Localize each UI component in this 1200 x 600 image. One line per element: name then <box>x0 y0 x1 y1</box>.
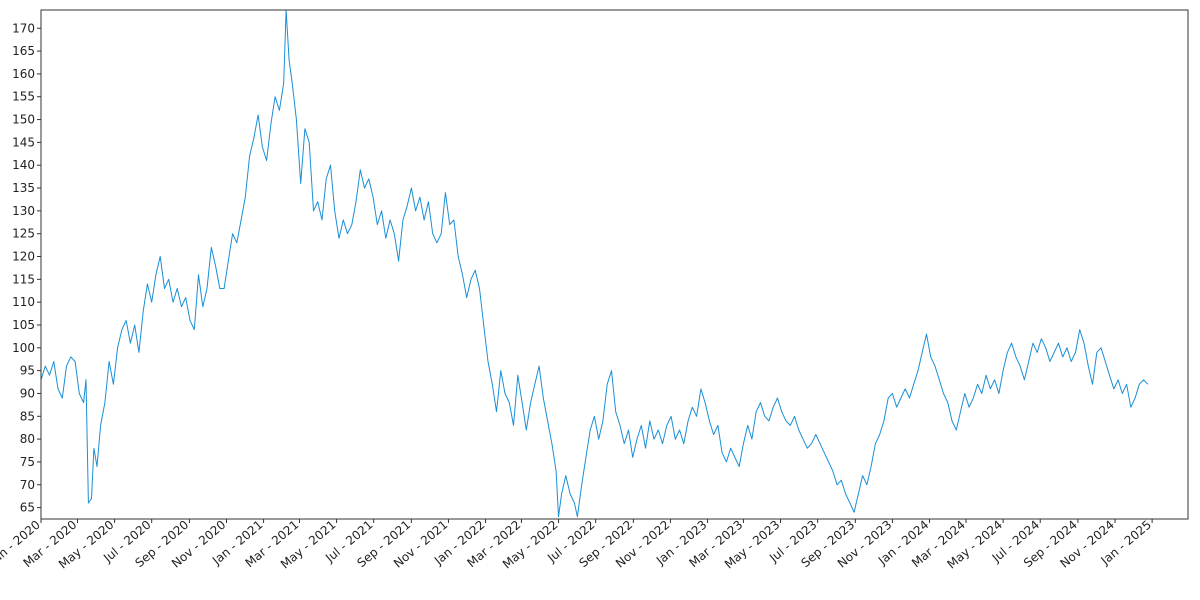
y-tick-label: 95 <box>20 364 35 378</box>
y-tick-label: 155 <box>12 90 35 104</box>
y-tick-label: 140 <box>12 158 35 172</box>
y-tick-label: 90 <box>20 386 35 400</box>
series-line <box>40 9 1149 518</box>
plot-frame <box>40 9 1189 520</box>
y-tick-label: 145 <box>12 135 35 149</box>
y-tick-label: 160 <box>12 67 35 81</box>
y-tick-label: 110 <box>12 295 35 309</box>
y-tick-label: 165 <box>12 44 35 58</box>
y-tick-label: 85 <box>20 409 35 423</box>
y-tick-label: 65 <box>20 501 35 515</box>
y-tick-label: 70 <box>20 478 35 492</box>
y-tick-label: 75 <box>20 455 35 469</box>
y-tick-label: 105 <box>12 318 35 332</box>
y-tick-label: 125 <box>12 227 35 241</box>
y-tick-label: 80 <box>20 432 35 446</box>
y-axis-ticks: 65 70 75 80 85 90 95 100 105 110 115 120 125 130 135 14… <box>12 21 41 515</box>
y-tick-label: 120 <box>12 250 35 264</box>
y-tick-label: 100 <box>12 341 35 355</box>
y-tick-label: 115 <box>12 272 35 286</box>
y-tick-label: 130 <box>12 204 35 218</box>
y-tick-label: 170 <box>12 21 35 35</box>
y-tick-label: 150 <box>12 113 35 127</box>
y-tick-label: 135 <box>12 181 35 195</box>
